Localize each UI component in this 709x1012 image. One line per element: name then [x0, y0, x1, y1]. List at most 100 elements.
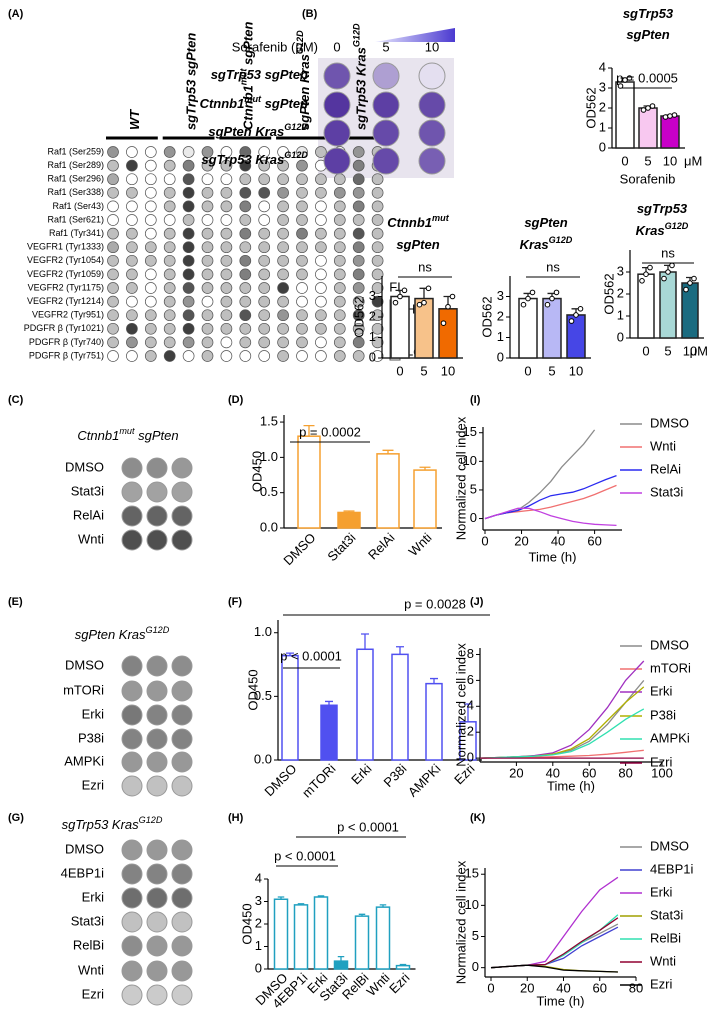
text-part: G12D	[146, 625, 170, 635]
text-part: Kras	[520, 237, 549, 252]
dot	[371, 336, 384, 349]
dot	[239, 200, 252, 213]
dot	[163, 200, 176, 213]
bar	[638, 107, 658, 149]
y-tick-label: 4	[255, 870, 262, 885]
y-axis-title: Normalized cell index	[453, 643, 468, 767]
dot	[182, 268, 195, 281]
dot	[258, 241, 271, 254]
well	[121, 911, 143, 933]
legend-label: Ezri	[650, 754, 673, 769]
row-label: VEGFR1 (Tyr1333)	[27, 242, 104, 252]
well	[146, 887, 168, 909]
dot	[126, 254, 138, 267]
y-tick-label: 5	[472, 928, 479, 943]
bar	[337, 511, 361, 529]
dot	[277, 309, 289, 322]
text-part: WT	[127, 109, 142, 130]
dot	[258, 214, 271, 226]
x-tick-label: 60	[593, 980, 607, 995]
well	[121, 505, 143, 527]
x-tick-label: 60	[582, 765, 596, 780]
data-point	[667, 113, 673, 119]
dot	[352, 309, 365, 322]
group-label: sgPten KrasG12D	[295, 30, 312, 130]
dot	[371, 295, 384, 308]
dot	[201, 322, 214, 335]
error-bar	[396, 646, 404, 655]
x-axis-title: Sorafenib	[620, 171, 676, 186]
dot	[163, 268, 176, 281]
dot	[277, 336, 289, 349]
dot	[144, 309, 157, 322]
bar	[354, 915, 370, 970]
y-tick-label: 10	[463, 453, 477, 468]
y-axis-title: OD562	[351, 296, 366, 337]
dot	[126, 241, 138, 254]
dot	[126, 322, 138, 335]
y-tick-label: 2	[497, 308, 504, 323]
row-label: RelBi	[73, 937, 104, 952]
x-tick-label: 40	[556, 980, 570, 995]
dot	[201, 282, 214, 294]
y-tick-label: 15	[463, 424, 477, 439]
data-point	[662, 114, 669, 120]
data-point	[691, 275, 697, 282]
dot	[277, 186, 289, 199]
legend-label: 4EBP1i	[650, 861, 693, 876]
dot	[144, 336, 157, 349]
row-label: Raf1 (Ser338)	[47, 187, 104, 197]
dot	[258, 295, 271, 308]
data-point	[643, 271, 649, 278]
data-point	[640, 107, 647, 113]
dot	[333, 214, 346, 226]
bar	[395, 964, 411, 970]
y-tick-label: 0	[617, 329, 624, 344]
annotation: ns	[418, 259, 432, 274]
error-bar	[361, 633, 369, 650]
dot	[333, 309, 346, 322]
dot	[107, 214, 119, 226]
dot	[220, 282, 233, 294]
dot	[277, 159, 289, 172]
legend-label: DMSO	[650, 838, 689, 853]
x-tick-label: 80	[629, 980, 643, 995]
dot	[182, 350, 195, 362]
well	[121, 481, 143, 503]
dot	[315, 268, 327, 281]
panel-label: (D)	[228, 394, 244, 406]
error-bar	[399, 963, 407, 966]
bar	[293, 904, 309, 970]
row-label: Stat3i	[71, 483, 104, 498]
dot	[107, 295, 119, 308]
dot	[315, 227, 327, 240]
legend-label: RelBi	[650, 930, 681, 945]
well	[121, 680, 143, 702]
y-axis-title: OD562	[583, 87, 598, 128]
dot	[277, 254, 289, 267]
data-point	[649, 103, 656, 109]
well	[171, 481, 193, 503]
error-bar	[464, 703, 472, 722]
text-part: mut	[244, 94, 262, 104]
bar	[413, 469, 437, 529]
x-tick-label: 0	[524, 363, 531, 378]
y-tick-label: 4	[599, 59, 606, 74]
dot	[239, 322, 252, 335]
dot	[333, 254, 346, 267]
dot	[163, 186, 176, 199]
dot	[352, 268, 365, 281]
y-tick-label: 1	[255, 938, 262, 953]
x-axis-title: Time (h)	[537, 993, 585, 1008]
dot	[352, 350, 365, 362]
x-tick-label: 10	[683, 343, 697, 358]
legend-label: mTORi	[650, 660, 691, 675]
dot	[107, 173, 119, 186]
well	[146, 911, 168, 933]
y-tick-label: 1.0	[260, 449, 278, 464]
data-point	[525, 295, 531, 302]
dot	[258, 350, 271, 362]
dot	[126, 200, 138, 213]
y-tick-label: 2	[369, 308, 376, 323]
data-point	[661, 275, 667, 282]
